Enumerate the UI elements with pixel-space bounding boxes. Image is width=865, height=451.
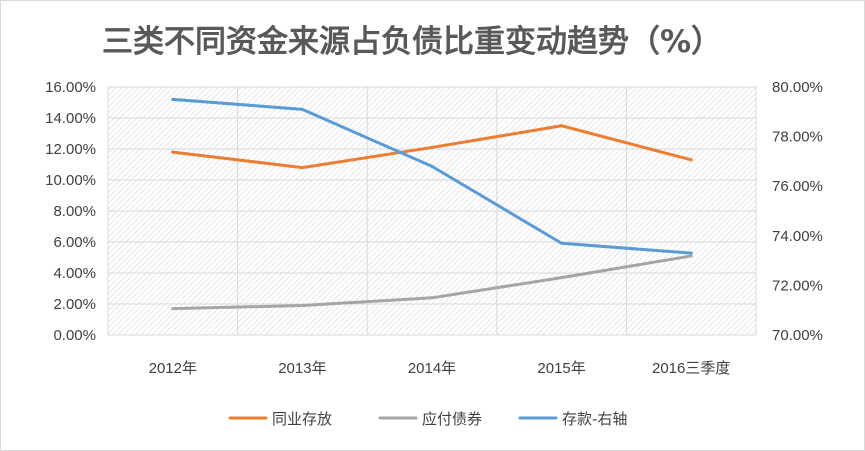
series-lines	[171, 97, 693, 311]
y-left-tick-label: 4.00%	[53, 265, 96, 282]
y-right-tick-label: 76.00%	[772, 178, 823, 195]
y-left-tick-label: 12.00%	[45, 141, 96, 158]
legend-label: 同业存放	[272, 410, 332, 428]
grid-lines	[107, 86, 757, 336]
data-point	[430, 145, 434, 149]
data-point	[689, 251, 693, 255]
data-point	[689, 158, 693, 162]
y-left-tick-label: 6.00%	[53, 234, 96, 251]
data-point	[171, 97, 175, 101]
chart-title: 三类不同资金来源占负债比重变动趋势（%）	[102, 24, 722, 60]
axes: 0.00% 2.00% 4.00% 6.00% 8.00% 10.00% 12.00% 14.…	[45, 79, 823, 377]
x-tick-label: 2016三季度	[652, 360, 730, 377]
data-point	[430, 164, 434, 168]
data-point	[689, 254, 693, 258]
y-left-tick-label: 2.00%	[53, 296, 96, 313]
x-tick-label: 2013年	[278, 360, 326, 377]
data-point	[300, 304, 304, 308]
data-point	[430, 296, 434, 300]
data-point	[560, 241, 564, 245]
legend-label: 应付债券	[422, 410, 482, 428]
data-point	[560, 276, 564, 280]
y-left-tick-label: 14.00%	[45, 110, 96, 127]
y-left-tick-label: 8.00%	[53, 203, 96, 220]
x-tick-label: 2014年	[408, 360, 456, 377]
y-right-tick-label: 80.00%	[772, 79, 823, 96]
data-point	[300, 107, 304, 111]
legend: 同业存放 应付债券 存款-右轴	[228, 410, 627, 428]
y-right-tick-label: 78.00%	[772, 129, 823, 146]
data-point	[171, 307, 175, 311]
y-right-tick-label: 74.00%	[772, 228, 823, 245]
y-right-tick-label: 72.00%	[772, 277, 823, 294]
y-right-tick-label: 70.00%	[772, 327, 823, 344]
x-tick-label: 2015年	[537, 360, 585, 377]
legend-label: 存款-右轴	[562, 410, 627, 428]
data-point	[300, 166, 304, 170]
data-point	[560, 124, 564, 128]
data-point	[171, 150, 175, 154]
x-tick-label: 2012年	[149, 360, 197, 377]
y-left-tick-label: 10.00%	[45, 172, 96, 189]
y-left-tick-label: 16.00%	[45, 79, 96, 96]
y-left-tick-label: 0.00%	[53, 327, 96, 344]
